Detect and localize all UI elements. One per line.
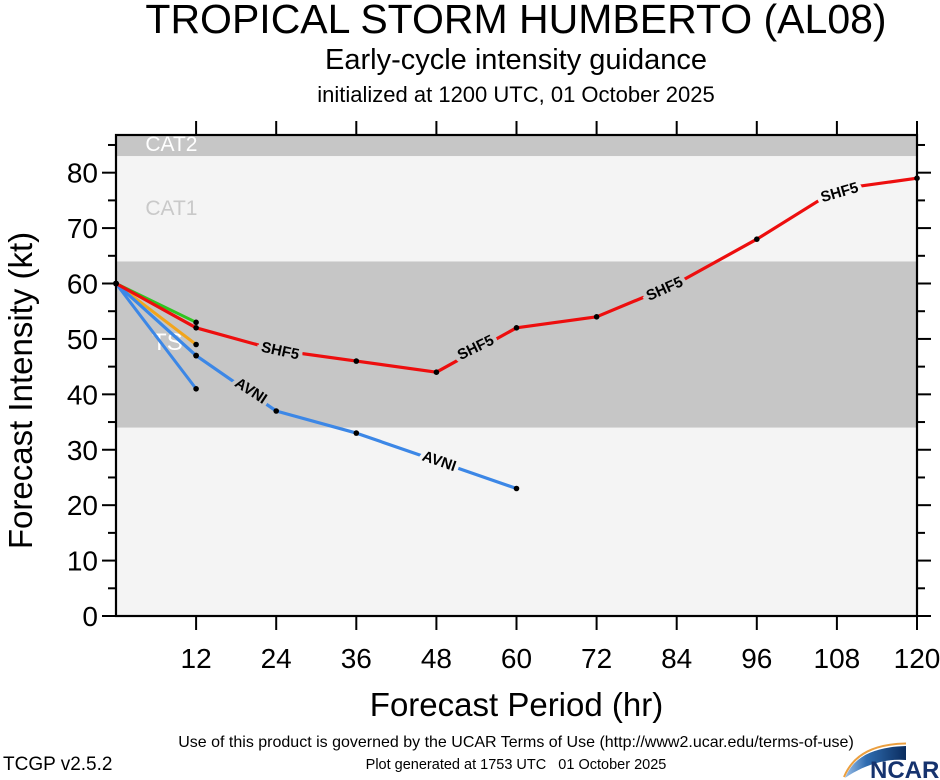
series-avni-line (114, 281, 519, 491)
x-axis-title: Forecast Period (hr) (370, 686, 663, 723)
ncar-logo-text: NCAR (870, 757, 939, 780)
band-label-cat1: CAT1 (145, 197, 197, 220)
band-cat1 (116, 156, 917, 262)
series-shf5-marker (673, 280, 680, 287)
y-tick-label: 80 (67, 158, 98, 189)
y-tick-label: 20 (67, 490, 98, 521)
series-shf5-marker (273, 347, 280, 353)
y-tick-label: 30 (67, 435, 98, 466)
y-tick-label: 70 (67, 213, 98, 244)
series-shf5-marker (513, 325, 520, 331)
series-aid4-marker (193, 386, 199, 392)
ncar-logo: NCAR (840, 740, 940, 780)
chart-subtitle: Early-cycle intensity guidance (324, 44, 708, 76)
ncar-swoosh-accent-icon (843, 742, 907, 778)
y-tick-label: 40 (67, 379, 98, 410)
series-aid2-marker (193, 341, 199, 348)
band-cat2 (116, 135, 917, 157)
band-below-ts (116, 427, 917, 616)
series-avni-marker (193, 352, 199, 359)
series-shf5-marker (193, 325, 199, 331)
chart-title: TROPICAL STORM HUMBERTO (AL08) (145, 0, 887, 42)
series-shf5-marker (834, 186, 840, 193)
y-tick-label: 10 (67, 546, 98, 577)
y-tick-label: 60 (67, 269, 98, 300)
ncar-swoosh-icon (845, 746, 906, 778)
series-avni-marker (513, 485, 520, 492)
y-tick-label: 0 (82, 601, 98, 632)
series-aid4-line (114, 282, 198, 391)
band-ts (116, 261, 917, 428)
band-label-cat2: CAT2 (145, 133, 197, 156)
series-avni-marker (433, 458, 440, 464)
x-tick-label: 84 (661, 643, 692, 674)
series-shf5-marker (353, 358, 360, 364)
bands-layer (116, 135, 917, 616)
footer-terms-of-use: Use of this product is governed by the U… (178, 734, 854, 751)
series-shf5-marker (754, 236, 760, 242)
series-shf5-marker (593, 314, 600, 320)
series-avni-marker (273, 408, 280, 414)
series-shf5-marker (433, 369, 440, 376)
axes-layer: 12 24 36 48 60 72 84 96 108 120 0 10 20 30 40 50 60 70 80 F… (2, 121, 940, 723)
ncar-logo-svg: NCAR (843, 742, 939, 780)
series-aid1-marker (193, 319, 199, 326)
footer-generated-at: Plot generated at 1753 UTC 01 October 20… (365, 757, 667, 773)
x-tick-label: 36 (341, 643, 372, 674)
y-tick-label: 50 (67, 324, 98, 355)
x-tick-label: 72 (581, 643, 612, 674)
x-tick-label: 24 (261, 643, 292, 674)
x-tick-label: 120 (894, 643, 940, 674)
x-tick-label: 60 (501, 643, 532, 674)
series-avni-marker (353, 430, 360, 436)
chart-init-time: initialized at 1200 UTC, 01 October 2025 (317, 82, 715, 107)
x-tick-label: 96 (741, 643, 772, 674)
footer-version-label: TCGP v2.5.2 (3, 754, 113, 775)
x-tick-label: 48 (421, 643, 452, 674)
x-tick-label: 12 (181, 643, 212, 674)
x-tick-label: 108 (814, 643, 861, 674)
y-axis-title: Forecast Intensity (kt) (2, 232, 39, 549)
